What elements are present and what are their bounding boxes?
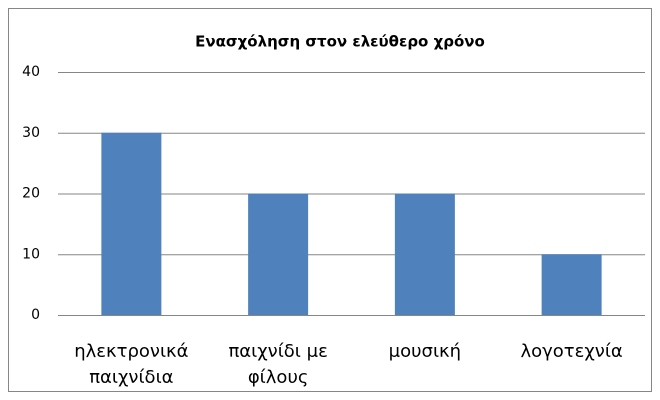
bar: [101, 132, 162, 315]
y-tick-label: 20: [22, 186, 40, 202]
x-tick-label: μουσική: [388, 341, 462, 362]
bar: [541, 254, 602, 315]
y-tick-label: 40: [22, 64, 40, 80]
chart-title: Ενασχόληση στον ελεύθερο χρόνο: [195, 33, 485, 51]
y-tick-label: 10: [22, 246, 40, 262]
bar: [248, 193, 309, 315]
x-tick-label: ηλεκτρονικά παιχνίδια: [74, 341, 189, 388]
y-tick-label: 30: [22, 125, 40, 141]
x-tick-label: παιχνίδι με φίλους: [228, 341, 328, 388]
x-tick-label: λογοτεχνία: [520, 341, 623, 362]
bar: [394, 193, 455, 315]
y-tick-label: 0: [31, 307, 40, 323]
